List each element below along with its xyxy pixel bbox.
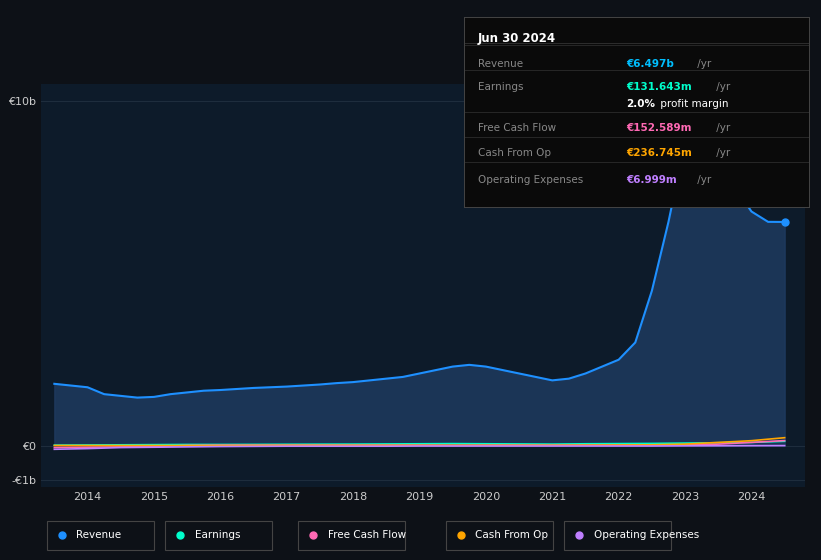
Text: €236.745m: €236.745m [626,148,692,158]
Text: Earnings: Earnings [478,82,523,91]
Text: Operating Expenses: Operating Expenses [478,175,583,185]
Text: €6.497b: €6.497b [626,59,674,69]
Text: Cash From Op: Cash From Op [478,148,551,158]
Text: Earnings: Earnings [195,530,240,540]
Text: profit margin: profit margin [657,99,728,109]
Text: €152.589m: €152.589m [626,123,691,133]
FancyBboxPatch shape [47,521,154,550]
Text: Operating Expenses: Operating Expenses [594,530,699,540]
Text: Revenue: Revenue [478,59,523,69]
Text: Free Cash Flow: Free Cash Flow [328,530,406,540]
Text: €131.643m: €131.643m [626,82,691,91]
Text: €6.999m: €6.999m [626,175,677,185]
Text: /yr: /yr [713,82,730,91]
FancyBboxPatch shape [564,521,672,550]
FancyBboxPatch shape [298,521,406,550]
FancyBboxPatch shape [446,521,553,550]
Text: /yr: /yr [713,148,730,158]
FancyBboxPatch shape [165,521,273,550]
Text: /yr: /yr [694,59,711,69]
Text: /yr: /yr [713,123,730,133]
Text: Free Cash Flow: Free Cash Flow [478,123,556,133]
Text: Jun 30 2024: Jun 30 2024 [478,32,556,45]
Text: Revenue: Revenue [76,530,122,540]
Text: 2.0%: 2.0% [626,99,655,109]
Text: Cash From Op: Cash From Op [475,530,548,540]
Text: /yr: /yr [694,175,711,185]
